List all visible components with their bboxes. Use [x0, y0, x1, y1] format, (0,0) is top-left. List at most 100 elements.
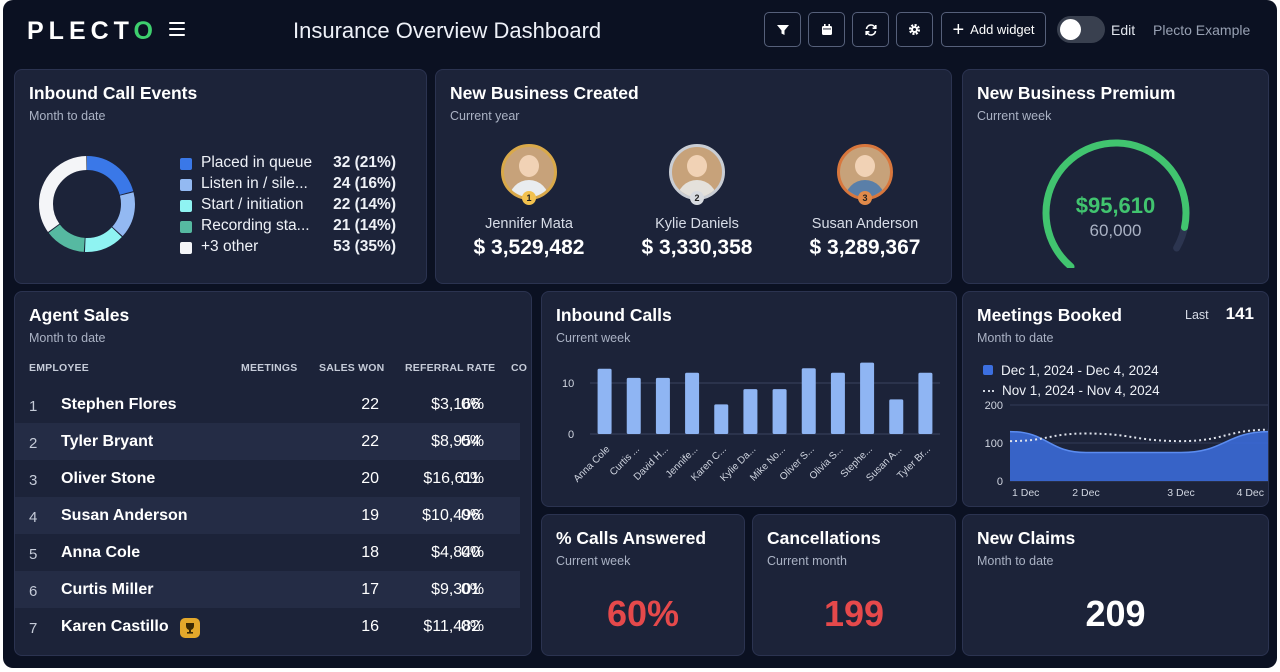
- bar: [714, 404, 729, 434]
- gauge-fill: [1042, 139, 1190, 268]
- legend-previous-period[interactable]: Nov 1, 2024 - Nov 4, 2024: [983, 383, 1160, 398]
- meetings-cell: 16: [361, 618, 379, 635]
- rank-badge: 1: [522, 191, 536, 205]
- legend-swatch: [180, 242, 192, 254]
- menu-icon[interactable]: [169, 22, 185, 36]
- table-row[interactable]: 4 Susan Anderson 19 $10,496 0%: [15, 497, 520, 534]
- meetings-cell: 22: [361, 433, 379, 450]
- legend-current-period[interactable]: Dec 1, 2024 - Dec 4, 2024: [983, 363, 1159, 378]
- column-header-employee[interactable]: EMPLOYEE: [29, 362, 89, 374]
- referral-rate-cell: 0%: [461, 507, 485, 524]
- card-subtitle: Current year: [450, 109, 520, 123]
- legend-item[interactable]: Start / initiation 22 (14%): [180, 196, 396, 216]
- premium-gauge: [1042, 139, 1190, 268]
- meetings-cell: 19: [361, 507, 379, 524]
- bar: [889, 399, 904, 434]
- settings-button[interactable]: [896, 12, 933, 47]
- x-tick-label: 2 Dec: [1072, 487, 1099, 499]
- bar: [801, 368, 816, 434]
- sales-won-cell: $8,954: [431, 433, 480, 450]
- top-bar: PLECTO Insurance Overview Dashboard + Ad…: [3, 0, 1277, 62]
- filter-icon: [776, 24, 789, 35]
- table-row[interactable]: 1 Stephen Flores 22 $3,166 0%: [15, 386, 520, 423]
- card-title: Agent Sales: [29, 305, 130, 325]
- calendar-button[interactable]: [808, 12, 845, 47]
- meetings-booked-card: Meetings Booked Month to date Last 141 D…: [962, 291, 1269, 507]
- legend-dotted-line: [983, 390, 994, 393]
- column-header-meetings[interactable]: MEETINGS: [241, 362, 298, 374]
- table-row[interactable]: 2 Tyler Bryant 22 $8,954 0%: [15, 423, 520, 460]
- edit-label: Edit: [1111, 22, 1136, 38]
- table-row[interactable]: 6 Curtis Miller 17 $9,301 0%: [15, 571, 520, 608]
- account-name[interactable]: Plecto Example: [1153, 22, 1251, 38]
- legend-value: 32 (21%): [333, 154, 396, 171]
- sales-won-cell: $9,301: [431, 581, 480, 598]
- bar: [830, 372, 845, 434]
- bar: [918, 372, 933, 434]
- dashboard-frame: PLECTO Insurance Overview Dashboard + Ad…: [3, 0, 1277, 668]
- donut-slice: [39, 156, 135, 252]
- employee-name: Curtis Miller: [61, 581, 154, 598]
- card-subtitle: Month to date: [977, 331, 1054, 345]
- x-tick-label: 1 Dec: [1012, 487, 1039, 499]
- plecto-logo[interactable]: PLECTO: [27, 17, 158, 45]
- referral-rate-cell: 0%: [461, 396, 485, 413]
- card-subtitle: Current month: [767, 554, 847, 568]
- employee-name: Oliver Stone: [61, 470, 156, 487]
- avatar: [501, 144, 557, 200]
- gear-icon: [908, 23, 921, 36]
- top-performer[interactable]: 3 Susan Anderson $ 3,289,367: [780, 144, 950, 260]
- card-title: Inbound Call Events: [29, 83, 198, 103]
- legend-value: 24 (16%): [333, 175, 396, 192]
- x-tick-label: 4 Dec: [1237, 487, 1264, 499]
- table-row[interactable]: 7 Karen Castillo 16 $11,482 0%: [15, 608, 520, 645]
- avatar-body: [509, 180, 549, 197]
- referral-rate-cell: 0%: [461, 581, 485, 598]
- table-row[interactable]: 5 Anna Cole 18 $4,840 0%: [15, 534, 520, 571]
- premium-value: $95,610: [1075, 193, 1156, 218]
- referral-rate-cell: 0%: [461, 433, 485, 450]
- referral-rate-cell: 0%: [461, 618, 485, 635]
- top-performer[interactable]: 2 Kylie Daniels $ 3,330,358: [612, 144, 782, 260]
- legend-item[interactable]: Listen in / sile... 24 (16%): [180, 175, 396, 195]
- sales-won-cell: $11,482: [423, 618, 480, 635]
- bar: [685, 372, 700, 434]
- meetings-cell: 22: [361, 396, 379, 413]
- card-subtitle: Current week: [977, 109, 1052, 123]
- legend-swatch: [983, 365, 993, 375]
- line-previous-period: [1009, 428, 1268, 443]
- card-title: Inbound Calls: [556, 305, 672, 325]
- legend-item[interactable]: +3 other 53 (35%): [180, 238, 396, 258]
- new-claims-card: New Claims Month to date 209: [962, 514, 1269, 656]
- top-performer[interactable]: 1 Jennifer Mata $ 3,529,482: [444, 144, 614, 260]
- filter-button[interactable]: [764, 12, 801, 47]
- card-subtitle: Current week: [556, 331, 631, 345]
- table-row[interactable]: 3 Oliver Stone 20 $16,611 0%: [15, 460, 520, 497]
- avatar-head: [687, 155, 707, 177]
- calls-answered-card: % Calls Answered Current week 60%: [541, 514, 745, 656]
- rank-badge: 2: [690, 191, 704, 205]
- edit-toggle[interactable]: [1057, 16, 1105, 43]
- column-header-referral-rate[interactable]: REFERRAL RATE: [405, 362, 496, 374]
- legend-swatch: [180, 221, 192, 233]
- sales-won-cell: $10,496: [422, 507, 480, 524]
- bar: [597, 368, 612, 434]
- premium-target: 60,000: [1089, 221, 1142, 240]
- rank-badge: 3: [858, 191, 872, 205]
- refresh-button[interactable]: [852, 12, 889, 47]
- y-tick-label: 10: [562, 378, 574, 390]
- legend-item[interactable]: Recording sta... 21 (14%): [180, 217, 396, 237]
- legend-swatch: [180, 158, 192, 170]
- cancellations-card: Cancellations Current month 199: [752, 514, 956, 656]
- legend-label: Listen in / sile...: [201, 175, 308, 192]
- column-header-sales-won[interactable]: SALES WON: [319, 362, 385, 374]
- performer-amount: $ 3,529,482: [473, 236, 585, 259]
- column-header-truncated[interactable]: CO: [511, 362, 528, 374]
- legend-item[interactable]: Placed in queue 32 (21%): [180, 154, 396, 174]
- card-title: New Business Created: [450, 83, 639, 103]
- bar: [860, 362, 875, 434]
- card-title: % Calls Answered: [556, 528, 707, 548]
- add-widget-button[interactable]: + Add widget: [941, 12, 1046, 47]
- bar: [772, 389, 787, 434]
- agent-sales-card: Agent Sales Month to date EMPLOYEE MEETI…: [14, 291, 532, 656]
